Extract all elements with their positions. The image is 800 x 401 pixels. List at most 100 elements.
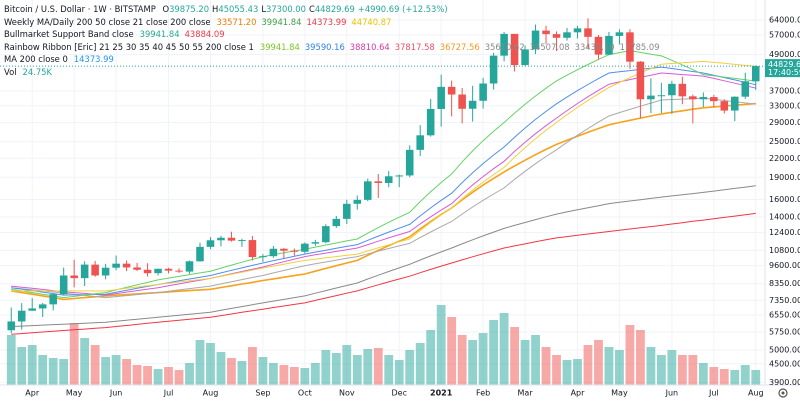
volume-bar — [90, 345, 100, 385]
indicator-value: 39941.84 — [261, 16, 302, 27]
x-tick-label: Feb — [476, 389, 490, 398]
x-tick-label: 2021 — [430, 389, 453, 398]
candle-body — [206, 240, 215, 247]
ohlc-value: 44829.69 — [314, 4, 355, 14]
volume-bar — [447, 317, 457, 385]
y-tick-label: 9600.00 — [769, 261, 800, 270]
volume-bar — [636, 330, 645, 385]
x-tick-label: Nov — [339, 389, 355, 398]
indicator-value: 43884.09 — [184, 29, 225, 40]
candle-body — [301, 243, 309, 252]
volume-bar — [237, 361, 247, 385]
indicator-label: Weekly MA/Daily 200 50 close 21 close 20… — [4, 16, 211, 27]
volume-bar — [227, 358, 236, 385]
candle-body — [594, 36, 603, 55]
candle-body — [489, 55, 498, 84]
volume-bar — [667, 350, 677, 385]
x-tick-label: Oct — [298, 389, 312, 398]
volume-bar — [342, 345, 352, 385]
volume-bar — [478, 333, 488, 385]
indicator-value: 36727.56 — [439, 41, 480, 52]
volume-bar — [583, 345, 593, 385]
candle-body — [196, 246, 204, 262]
indicator-line — [11, 66, 756, 296]
candle-body — [615, 32, 624, 36]
candle-body — [259, 256, 267, 258]
candle-body — [353, 199, 362, 204]
indicator-value: 39941.84 — [139, 29, 180, 40]
volume-bar — [520, 340, 530, 385]
indicator-line — [11, 102, 756, 301]
y-tick-label: 25000.00 — [769, 137, 800, 146]
indicator-value: 33439.10 — [574, 41, 615, 52]
candle-body — [731, 96, 739, 111]
symbol-row: Bitcoin / U.S. Dollar · 1W · BITSTAMP O3… — [4, 3, 665, 16]
indicator-value: 37817.58 — [394, 41, 435, 52]
x-tick-label: Sep — [255, 389, 270, 398]
x-tick-label: Dec — [391, 389, 406, 398]
y-tick-label: 4500.00 — [769, 359, 800, 368]
candle-body — [7, 321, 16, 331]
volume-bar — [143, 366, 152, 385]
indicator-value: 35610.62 — [484, 41, 525, 52]
volume-bar — [573, 359, 582, 385]
indicator-row: Bullmarket Support Band close 39941.84 438… — [4, 28, 665, 41]
volume-bar — [405, 350, 415, 385]
volume-bar — [415, 343, 425, 385]
indicator-value: 39590.16 — [304, 41, 345, 52]
candle-body — [720, 101, 729, 111]
candle-body — [458, 94, 466, 109]
candle-body — [311, 242, 320, 244]
candle-body — [699, 97, 708, 100]
candle-body — [122, 263, 131, 268]
volume-bar — [174, 370, 184, 385]
volume-bar — [352, 355, 362, 385]
x-tick-label: Apr — [25, 389, 40, 398]
candle-body — [238, 240, 246, 242]
volume-bar — [310, 363, 320, 385]
volume-bar — [730, 370, 740, 385]
volume-bar — [677, 355, 687, 385]
volume-bar — [258, 357, 268, 385]
candle-body — [143, 269, 152, 274]
candle-body — [751, 66, 760, 82]
candle-body — [17, 310, 26, 322]
candle-body — [332, 218, 341, 227]
x-tick-label: May — [66, 389, 83, 398]
volume-bar — [59, 359, 69, 385]
ohlc-key: C — [308, 4, 315, 14]
candle-body — [112, 263, 120, 268]
volume-bar — [48, 358, 58, 385]
indicator-row: Rainbow Ribbon [Eric] 21 25 30 35 40 45 … — [4, 41, 665, 54]
candle-body — [175, 270, 183, 272]
candle-body — [510, 33, 519, 66]
indicator-value: 14373.99 — [306, 16, 347, 27]
price-tag-time: 17:40:59 — [768, 68, 800, 77]
volume-bar — [111, 355, 121, 385]
settings-icon[interactable] — [778, 388, 788, 398]
x-tick-label: May — [611, 389, 628, 398]
y-tick-label: 33000.00 — [769, 101, 800, 110]
ohlc-value: 45055.43 — [218, 4, 259, 14]
volume-bar — [552, 355, 561, 385]
candle-body — [426, 108, 435, 136]
volume-bar — [132, 365, 142, 385]
y-tick-label: 29000.00 — [769, 118, 800, 127]
candle-body — [521, 49, 529, 66]
volume-bar — [499, 313, 509, 385]
candle-body — [447, 86, 456, 95]
volume-bar — [373, 348, 383, 385]
volume-bar — [541, 347, 551, 385]
volume-bar — [426, 330, 436, 385]
y-tick-label: 37000.00 — [769, 86, 800, 95]
candle-body — [563, 32, 571, 38]
y-tick-label: 14000.00 — [769, 212, 800, 221]
ohlc-key: O — [162, 4, 170, 14]
volume-bar — [248, 347, 257, 385]
volume-bar — [562, 360, 572, 385]
y-tick-label: 19000.00 — [769, 173, 800, 182]
candle-body — [49, 294, 57, 305]
